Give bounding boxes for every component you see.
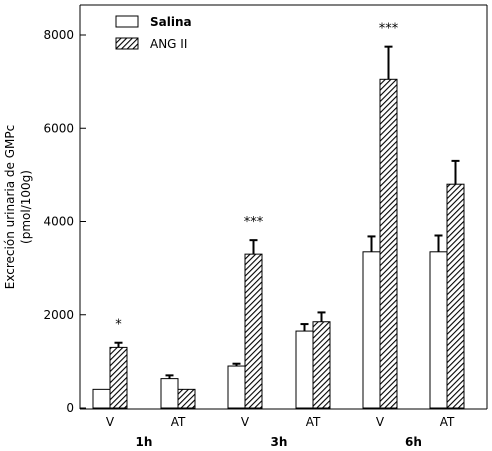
significance-marker: *** [244,215,264,230]
bar-ang-ii [446,183,465,409]
x-axis-labels: V AT V AT V AT 1h 3h 6h [106,415,455,449]
group-label: 1h [136,435,153,449]
bar-ang-ii [379,78,398,409]
legend-label-ang-ii: ANG II [150,37,187,51]
x-tick-label: AT [306,415,321,429]
bar-ang-ii [312,321,331,409]
significance-marker: *** [379,22,399,37]
bar-salina [429,251,448,409]
bar-ang-ii [244,253,263,409]
x-tick-label: V [106,415,115,429]
y-axis-ticks: 0 2000 4000 6000 8000 [43,28,86,415]
bar-salina [227,365,246,409]
bar-salina [160,378,179,409]
legend: Salina ANG II [115,15,192,51]
y-tick-label: 6000 [43,121,74,135]
legend-swatch-salina [115,15,139,28]
legend-swatch-ang-ii [115,37,139,50]
y-axis-unit: (pmol/100g) [19,170,33,244]
y-tick-label: 0 [66,401,74,415]
y-axis-title: Excreción urinaria de GMPc (pmol/100g) [3,125,33,289]
legend-label-salina: Salina [150,15,192,29]
x-tick-label: V [376,415,385,429]
y-tick-label: 8000 [43,28,74,42]
group-label: 6h [405,435,422,449]
bar-salina [362,251,381,409]
group-label: 3h [271,435,288,449]
plot-frame [79,4,488,410]
y-tick-label: 4000 [43,215,74,229]
x-tick-label: V [241,415,250,429]
y-tick-label: 2000 [43,308,74,322]
x-tick-label: AT [440,415,455,429]
bar-salina [295,330,314,409]
bar-salina [92,388,111,409]
bar-ang-ii [177,388,196,409]
y-axis-label: Excreción urinaria de GMPc [3,125,17,289]
bar-ang-ii [109,346,128,409]
x-tick-label: AT [171,415,186,429]
bars: ******* [92,22,465,409]
significance-marker: * [115,318,122,333]
